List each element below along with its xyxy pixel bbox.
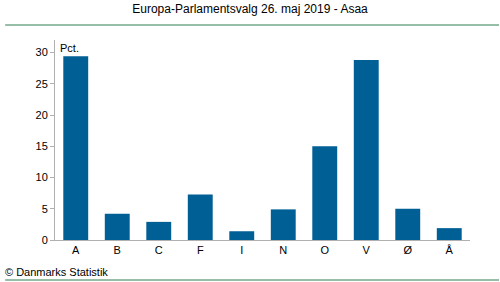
svg-text:20: 20 [36,109,48,121]
svg-text:V: V [363,244,371,256]
svg-text:0: 0 [42,234,48,246]
svg-text:F: F [197,244,204,256]
svg-text:N: N [279,244,287,256]
svg-text:Å: Å [446,244,454,256]
svg-text:10: 10 [36,171,48,183]
svg-text:Europa-Parlamentsvalg 26. maj: Europa-Parlamentsvalg 26. maj 2019 - Asa… [132,2,368,16]
svg-text:A: A [72,244,80,256]
svg-text:15: 15 [36,140,48,152]
svg-text:Ø: Ø [403,244,412,256]
svg-text:Pct.: Pct. [60,42,79,54]
svg-text:© Danmarks Statistik: © Danmarks Statistik [5,266,108,278]
svg-text:25: 25 [36,78,48,90]
svg-text:C: C [155,244,163,256]
svg-text:B: B [114,244,121,256]
svg-text:30: 30 [36,46,48,58]
svg-text:I: I [240,244,243,256]
svg-text:O: O [320,244,329,256]
svg-text:5: 5 [42,203,48,215]
